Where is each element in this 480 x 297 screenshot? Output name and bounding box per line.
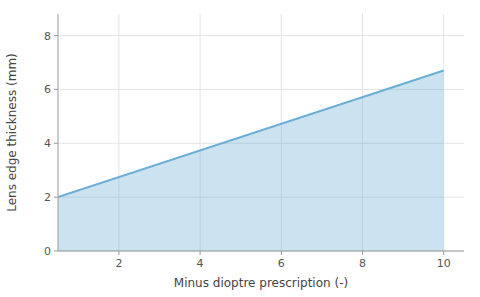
x-tick-label: 4 — [197, 257, 204, 270]
y-axis-line — [58, 14, 59, 251]
grid — [58, 14, 464, 251]
x-tick-label: 10 — [437, 257, 451, 270]
area-fill — [58, 71, 444, 251]
area-line — [58, 71, 444, 198]
x-tick-label: 6 — [278, 257, 285, 270]
x-axis-label: Minus dioptre prescription (-) — [174, 276, 348, 290]
chart-svg: 2 4 6 8 10 0 2 4 6 8 Minus dioptre prescription (-… — [0, 0, 480, 297]
y-tick — [54, 143, 58, 144]
x-tick-label: 2 — [115, 257, 122, 270]
x-tick — [118, 251, 119, 255]
y-tick — [54, 197, 58, 198]
y-tick — [54, 89, 58, 90]
data-area — [58, 71, 444, 251]
x-tick — [443, 251, 444, 255]
y-tick-label: 6 — [44, 83, 51, 96]
chart-container: 2 4 6 8 10 0 2 4 6 8 Minus dioptre prescription (-… — [0, 0, 480, 297]
x-tick — [200, 251, 201, 255]
y-tick-label: 8 — [44, 30, 51, 43]
x-tick — [362, 251, 363, 255]
y-tick-label: 4 — [44, 137, 51, 150]
x-tick — [281, 251, 282, 255]
x-tick-label: 8 — [359, 257, 366, 270]
y-axis-label: Lens edge thickness (mm) — [5, 53, 19, 212]
y-tick-label: 2 — [44, 191, 51, 204]
page: {"chart_data": {"type": "area", "x": [0.… — [0, 0, 480, 297]
y-tick — [54, 35, 58, 36]
axes: 2 4 6 8 10 0 2 4 6 8 — [44, 14, 464, 270]
y-tick-label: 0 — [44, 245, 51, 258]
y-tick — [54, 251, 58, 252]
